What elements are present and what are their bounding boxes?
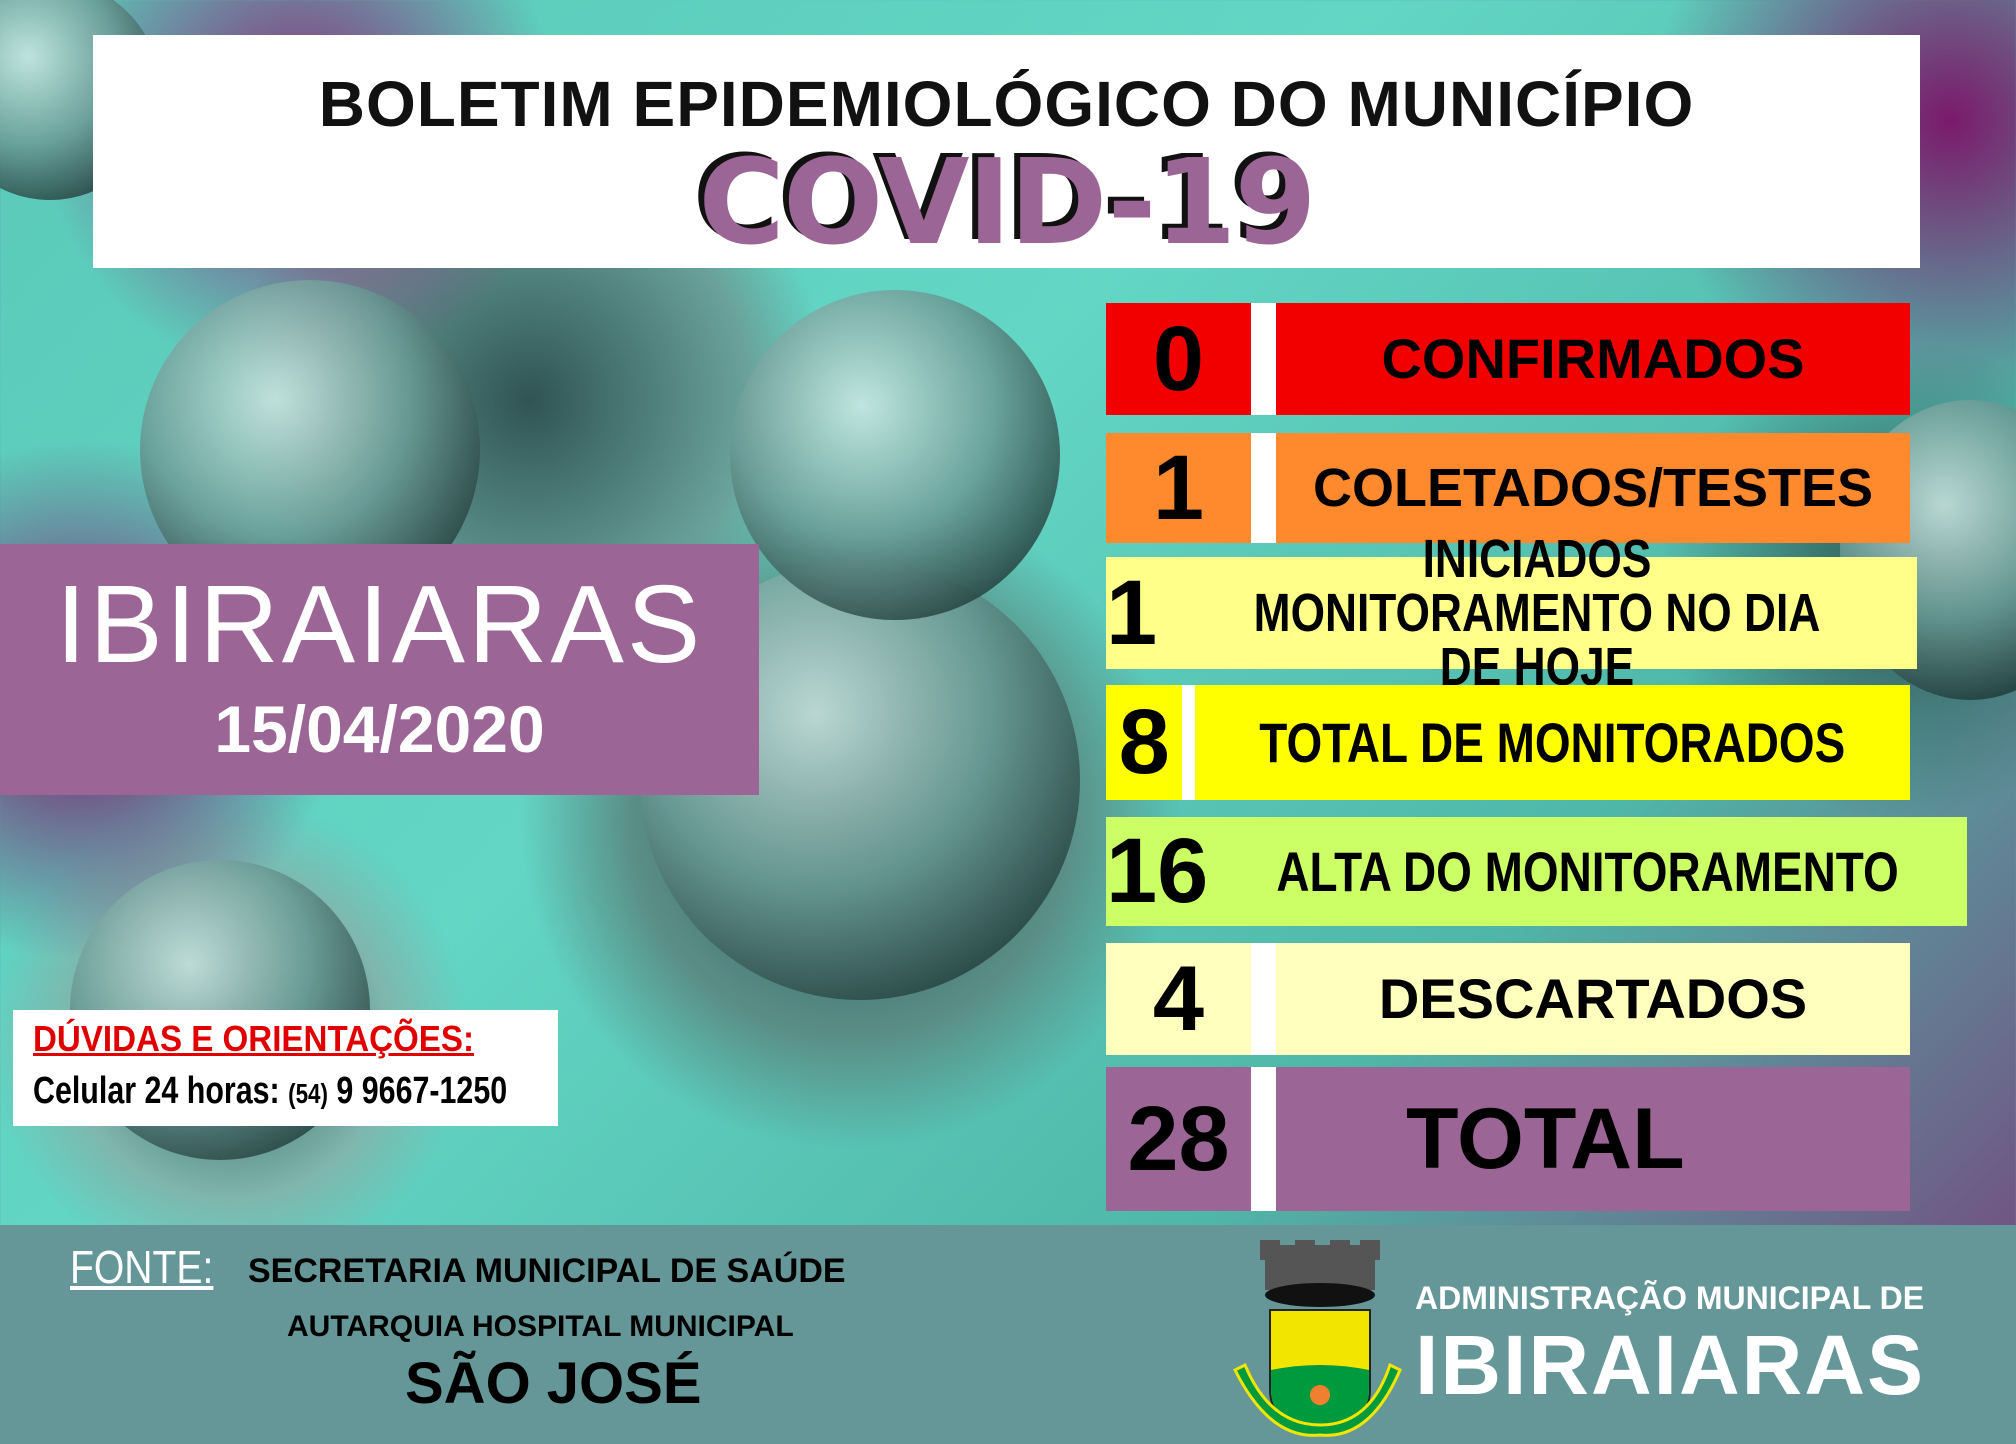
stat-row-discharged: 16 ALTA DO MONITORAMENTO	[1106, 817, 1968, 926]
stat-value: 1	[1106, 557, 1158, 669]
stat-label: DESCARTADOS	[1276, 943, 1910, 1055]
stat-row-confirmed: 0 CONFIRMADOS	[1106, 303, 1910, 415]
stat-label: CONFIRMADOS	[1276, 303, 1910, 415]
source-hospital: AUTARQUIA HOSPITAL MUNICIPAL	[287, 1310, 794, 1343]
stat-value: 16	[1106, 817, 1209, 926]
covid-title: COVID-19	[698, 133, 1316, 271]
admin-line: ADMINISTRAÇÃO MUNICIPAL DE	[1415, 1280, 1925, 1316]
municipal-crest-logo	[1232, 1240, 1402, 1437]
stat-row-total-monitored: 8 TOTAL DE MONITORADOS	[1106, 685, 1910, 800]
city-name: IBIRAIARAS	[55, 563, 704, 686]
source-label: FONTE:	[70, 1241, 214, 1293]
contact-box: DÚVIDAS E ORIENTAÇÕES: Celular 24 horas:…	[13, 1010, 558, 1126]
virus-image	[730, 290, 1060, 620]
stat-value: 4	[1106, 943, 1251, 1055]
bulletin-title: BOLETIM EPIDEMIOLÓGICO DO MUNICÍPIO	[318, 68, 1695, 140]
source-hospital-name: SÃO JOSÉ	[405, 1351, 702, 1416]
stat-label: ALTA DO MONITORAMENTO	[1208, 817, 1968, 926]
stat-row-discarded: 4 DESCARTADOS	[1106, 943, 1910, 1055]
admin-city: IBIRAIARAS	[1415, 1318, 1926, 1412]
stat-label: INICIADOS MONITORAMENTO NO DIA DE HOJE	[1157, 532, 1918, 694]
contact-phone: Celular 24 horas: (54) 9 9667-1250	[33, 1070, 508, 1112]
stat-row-total: 28 TOTAL	[1106, 1067, 1910, 1211]
contact-heading: DÚVIDAS E ORIENTAÇÕES:	[33, 1018, 475, 1059]
footer: FONTE: SECRETARIA MUNICIPAL DE SAÚDE AUT…	[0, 1225, 2016, 1444]
stat-label: COLETADOS/TESTES	[1276, 433, 1910, 543]
stat-label: TOTAL	[1276, 1067, 1910, 1211]
stat-label: TOTAL DE MONITORADOS	[1195, 685, 1910, 800]
city-panel: IBIRAIARAS 15/04/2020	[0, 544, 759, 795]
source-secretariat: SECRETARIA MUNICIPAL DE SAÚDE	[248, 1252, 846, 1290]
stat-row-started-today: 1 INICIADOS MONITORAMENTO NO DIA DE HOJE	[1106, 532, 1918, 694]
header-banner: BOLETIM EPIDEMIOLÓGICO DO MUNICÍPIO COVI…	[93, 35, 1920, 268]
stat-value: 1	[1106, 433, 1251, 543]
stat-value: 0	[1106, 303, 1251, 415]
stat-value: 8	[1106, 685, 1183, 800]
stat-row-collected: 1 COLETADOS/TESTES	[1106, 433, 1910, 543]
stat-value: 28	[1106, 1067, 1251, 1211]
bulletin-date: 15/04/2020	[214, 692, 545, 766]
